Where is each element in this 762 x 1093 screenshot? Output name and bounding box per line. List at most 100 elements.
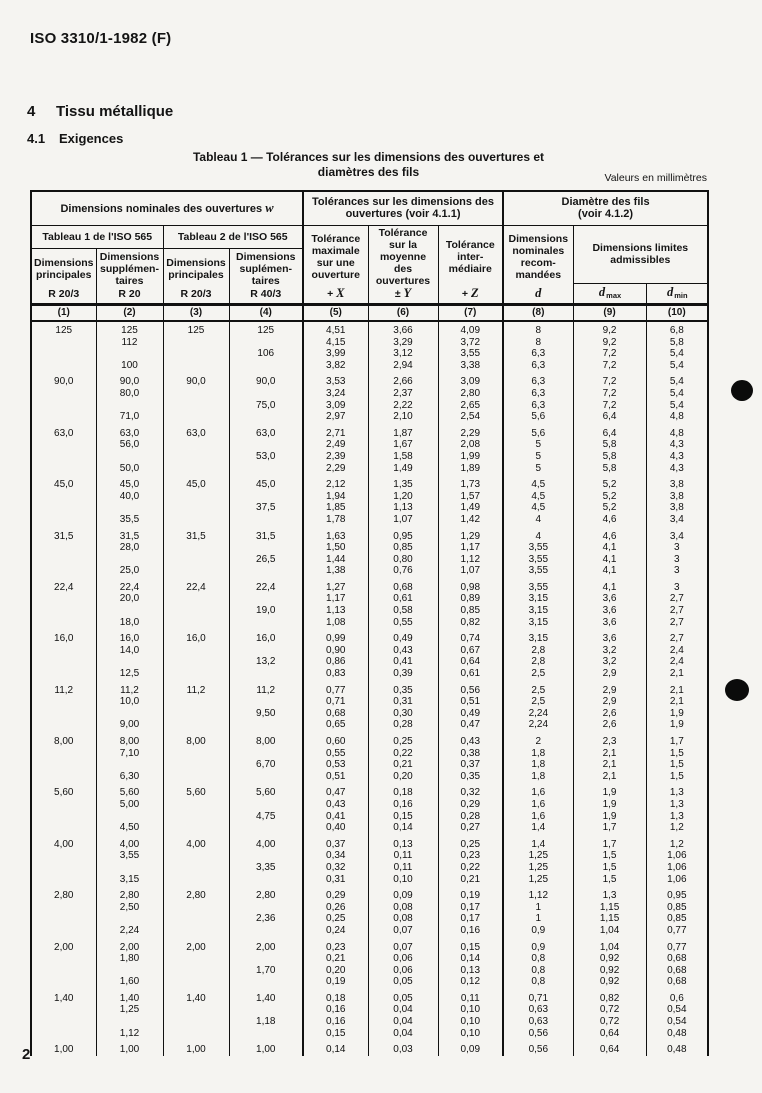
table-cell: 0,10: [437, 1027, 504, 1040]
table-cell: 22,4: [228, 576, 304, 594]
table-cell: 0,07: [367, 936, 439, 954]
table-cell: 5,2: [572, 474, 647, 491]
table-row: 40,0 1,94 1,20 1,57 4,5 5,2 3,8: [31, 490, 709, 503]
table-row: 3,15 0,31 0,10 0,21 1,25 1,5 1,06: [31, 873, 709, 886]
table-cell: 3,6: [572, 628, 647, 645]
table-cell: 1,73: [437, 474, 504, 491]
table-row: 25,0 1,38 0,76 1,07 3,55 4,1 3: [31, 565, 709, 577]
table-cell: [162, 976, 229, 988]
table-cell: 0,35: [437, 770, 504, 783]
table-cell: 112: [95, 336, 163, 349]
table-row: 26,5 1,44 0,80 1,12 3,55 4,1 3: [31, 553, 709, 566]
table-row: 37,5 1,85 1,13 1,49 4,5 5,2 3,8: [31, 502, 709, 514]
header-openings-group: Dimensions nominales des ouvertures w: [30, 190, 304, 226]
table-cell: 0,17: [437, 913, 504, 925]
table-cell: 2,9: [572, 668, 647, 680]
table-cell: [162, 450, 229, 463]
table-cell: [162, 553, 229, 566]
table-cell: 0,43: [302, 798, 369, 811]
table-cell: 25,0: [95, 565, 163, 577]
table-cell: 4,3: [645, 439, 709, 451]
table-cell: 5,60: [162, 782, 229, 799]
table-cell: 0,68: [645, 953, 709, 965]
table-cell: 1,25: [502, 861, 574, 874]
table-cell: 4,1: [572, 542, 647, 554]
table-cell: 0,71: [502, 987, 574, 1005]
table-cell: 45,0: [95, 474, 163, 491]
table-cell: [162, 924, 229, 937]
table-cell: 2,24: [502, 719, 574, 731]
table-cell: 2,6: [572, 719, 647, 731]
table-row: 31,5 31,5 31,5 31,5 1,63 0,95 1,29 4 4,6 3,4: [31, 525, 709, 543]
table-cell: 2,00: [228, 936, 304, 954]
table-cell: [31, 850, 96, 862]
table-cell: 1,38: [302, 565, 369, 577]
table-cell: 0,76: [367, 565, 439, 577]
table-cell: 1,78: [302, 513, 369, 526]
table-cell: [31, 811, 96, 823]
table-row: 100 3,82 2,94 3,38 6,3 7,2 5,4: [31, 359, 709, 372]
table-cell: [162, 605, 229, 617]
table-cell: 3: [645, 565, 709, 577]
header-col4-supplementaires: Dimensions suplémen- taires R 40/3: [228, 247, 304, 305]
table-cell: 22,4: [54, 581, 74, 593]
table-cell: [31, 451, 96, 463]
table-cell: [162, 707, 229, 720]
table-cell: 11,2: [228, 679, 304, 697]
table-cell: [31, 976, 96, 988]
table-cell: 0,48: [645, 1027, 709, 1040]
table-row: 12,5 0,83 0,39 0,61 2,5 2,9 2,1: [31, 668, 709, 680]
table-title-line1: Tableau 1 — Tolérances sur les dimension…: [192, 150, 544, 164]
table-cell: 0,55: [367, 616, 439, 629]
table-cell: 6,3: [502, 399, 574, 412]
table-row: 19,0 1,13 0,58 0,85 3,15 3,6 2,7: [31, 605, 709, 617]
table-row: 2,36 0,25 0,08 0,17 1 1,15 0,85: [31, 913, 709, 925]
table-cell: [162, 348, 229, 360]
table-cell: 11,2: [162, 679, 229, 697]
table-cell: 0,05: [367, 976, 439, 988]
table-cell: 2,00: [95, 936, 163, 954]
table-cell: 0,14: [437, 953, 504, 965]
table-cell: 0,6: [645, 987, 709, 1005]
table-cell: [31, 874, 96, 886]
table-cell: 1,3: [645, 798, 709, 811]
header-col9-dmax: dmax: [572, 283, 647, 305]
table-cell: 0,25: [367, 731, 439, 748]
table-cell: [31, 925, 96, 937]
table-cell: [31, 554, 96, 566]
table-cell: 63,0: [54, 427, 74, 439]
table-cell: 0,82: [572, 987, 647, 1005]
table-cell: 0,04: [367, 1016, 439, 1028]
table-cell: 1,6: [502, 798, 574, 811]
doc-reference: ISO 3310/1-1982 (F): [30, 30, 172, 47]
table-cell: 0,07: [367, 924, 439, 937]
table-row: 18,0 1,08 0,55 0,82 3,15 3,6 2,7: [31, 616, 709, 629]
table-cell: 2,80: [437, 387, 504, 400]
table-cell: 0,09: [367, 885, 439, 902]
table-cell: [162, 953, 229, 965]
table-cell: [162, 964, 229, 977]
table-row: 3,55 0,34 0,11 0,23 1,25 1,5 1,06: [31, 850, 709, 862]
table-cell: 1,35: [367, 474, 439, 491]
table-cell: 0,11: [367, 861, 439, 874]
table-cell: 0,22: [437, 861, 504, 874]
table-cell: [95, 399, 163, 412]
table-cell: [31, 463, 96, 475]
column-number: (8): [502, 302, 574, 322]
table-cell: 1,6: [502, 782, 574, 799]
table-cell: 0,31: [367, 696, 439, 708]
table-cell: 2,97: [302, 411, 369, 423]
table-cell: [31, 656, 96, 668]
table-cell: 0,56: [437, 679, 504, 697]
table-cell: [162, 1016, 229, 1028]
header-col8-dimensions-nominales: Dimensions nominales recom- mandées d: [502, 224, 574, 305]
table-row: 5,00 0,43 0,16 0,29 1,6 1,9 1,3: [31, 798, 709, 811]
column-number: (10): [645, 302, 709, 322]
table-cell: [95, 964, 163, 977]
table-row: 1,18 0,16 0,04 0,10 0,63 0,72 0,54: [31, 1016, 709, 1028]
table-row: 8,00 8,00 8,00 8,00 0,60 0,25 0,43 2 2,3 1,7: [31, 731, 709, 748]
table-cell: 125: [95, 321, 163, 337]
table-cell: [228, 696, 304, 708]
table-cell: 2,8: [502, 656, 574, 669]
table-cell: 0,10: [367, 873, 439, 886]
